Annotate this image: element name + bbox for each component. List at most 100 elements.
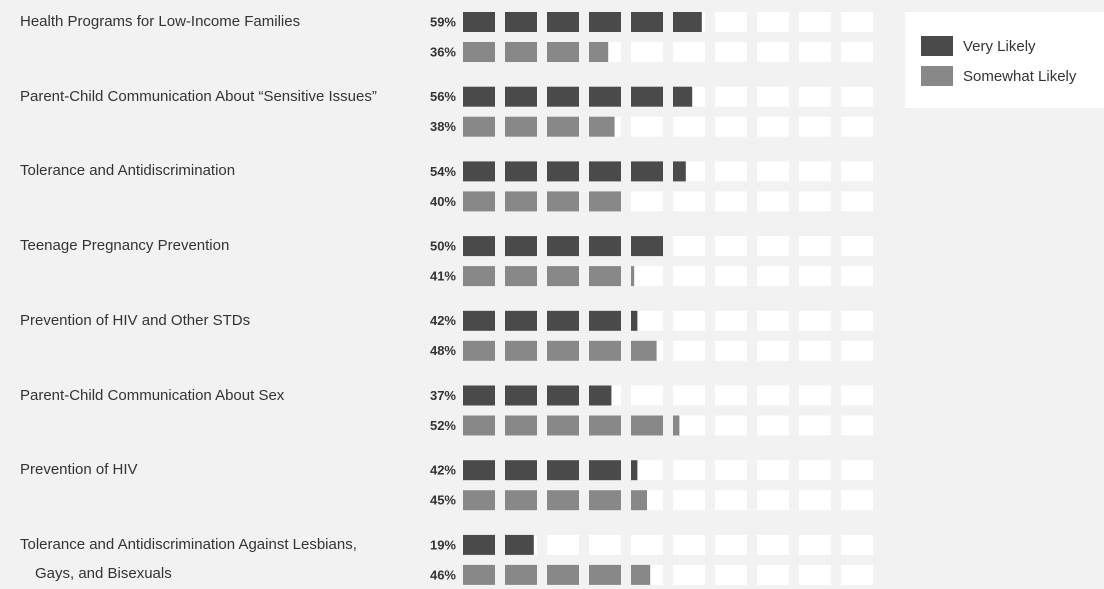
empty-box — [757, 460, 789, 481]
empty-box — [757, 564, 789, 585]
box-fill — [547, 236, 579, 257]
box-fill — [589, 490, 621, 511]
empty-box — [757, 116, 789, 137]
legend-box — [905, 12, 1104, 108]
value-label: 50% — [430, 239, 456, 254]
empty-box — [715, 564, 747, 585]
empty-box — [841, 42, 873, 62]
box-fill — [631, 161, 663, 182]
empty-box — [547, 534, 579, 555]
value-label: 42% — [430, 313, 456, 328]
bar — [463, 385, 612, 406]
empty-box — [715, 340, 747, 361]
box-fill — [673, 86, 693, 107]
box-fill — [589, 460, 621, 481]
empty-box — [799, 385, 831, 406]
box-fill — [463, 490, 495, 511]
box-fill — [631, 86, 663, 107]
box-fill — [673, 161, 686, 182]
box-fill — [547, 340, 579, 361]
empty-box — [799, 191, 831, 212]
box-fill — [505, 236, 537, 257]
bar — [463, 42, 609, 62]
box-fill — [631, 490, 647, 511]
empty-box — [841, 191, 873, 212]
empty-box — [799, 161, 831, 182]
box-fill — [589, 340, 621, 361]
box-fill — [547, 385, 579, 406]
empty-box — [841, 12, 873, 32]
bar — [463, 116, 615, 137]
box-fill — [631, 266, 635, 287]
box-fill — [589, 42, 609, 62]
category-label: Parent-Child Communication About Sex — [20, 386, 285, 404]
value-label: 48% — [430, 343, 456, 358]
box-fill — [589, 385, 612, 406]
box-fill — [547, 42, 579, 62]
box-fill — [463, 161, 495, 182]
value-label: 59% — [430, 14, 456, 29]
box-fill — [547, 490, 579, 511]
box-fill — [463, 340, 495, 361]
category-label: Health Programs for Low-Income Families — [20, 13, 301, 30]
legend-swatch — [921, 36, 953, 56]
empty-box — [841, 310, 873, 331]
empty-box — [799, 340, 831, 361]
empty-box — [673, 310, 705, 331]
legend-swatch — [921, 66, 953, 86]
category-label: Tolerance and Antidiscrimination — [20, 162, 236, 180]
box-fill — [505, 116, 537, 137]
empty-box — [673, 191, 705, 212]
empty-box — [799, 236, 831, 257]
box-fill — [463, 236, 495, 257]
box-fill — [463, 564, 495, 585]
bar — [463, 460, 638, 481]
box-fill — [631, 340, 657, 361]
box-fill — [463, 266, 495, 287]
empty-box — [631, 534, 663, 555]
empty-box — [715, 86, 747, 107]
box-fill — [589, 191, 621, 212]
empty-box — [757, 161, 789, 182]
box-fill — [589, 116, 615, 137]
bar — [463, 191, 621, 212]
box-fill — [463, 534, 495, 555]
bar — [463, 236, 663, 257]
empty-box — [673, 340, 705, 361]
value-label: 37% — [430, 388, 456, 403]
empty-box — [757, 236, 789, 257]
empty-box — [841, 236, 873, 257]
box-fill — [547, 266, 579, 287]
box-fill — [463, 86, 495, 107]
empty-box — [799, 310, 831, 331]
box-fill — [505, 385, 537, 406]
value-label: 56% — [430, 89, 456, 104]
empty-box — [631, 42, 663, 62]
empty-box — [673, 564, 705, 585]
empty-box — [715, 116, 747, 137]
box-fill — [547, 161, 579, 182]
box-fill — [547, 191, 579, 212]
empty-box — [673, 534, 705, 555]
box-fill — [589, 415, 621, 436]
box-fill — [463, 460, 495, 481]
empty-box — [799, 564, 831, 585]
box-fill — [547, 12, 579, 32]
empty-box — [841, 534, 873, 555]
bar — [463, 564, 651, 585]
box-fill — [463, 12, 495, 32]
empty-box — [799, 534, 831, 555]
box-fill — [463, 385, 495, 406]
box-fill — [589, 564, 621, 585]
empty-box — [631, 385, 663, 406]
empty-box — [799, 116, 831, 137]
empty-box — [841, 564, 873, 585]
box-fill — [631, 310, 638, 331]
box-fill — [505, 86, 537, 107]
bar — [463, 86, 693, 107]
box-fill — [463, 42, 495, 62]
empty-box — [757, 42, 789, 62]
box-fill — [505, 340, 537, 361]
empty-box — [715, 460, 747, 481]
